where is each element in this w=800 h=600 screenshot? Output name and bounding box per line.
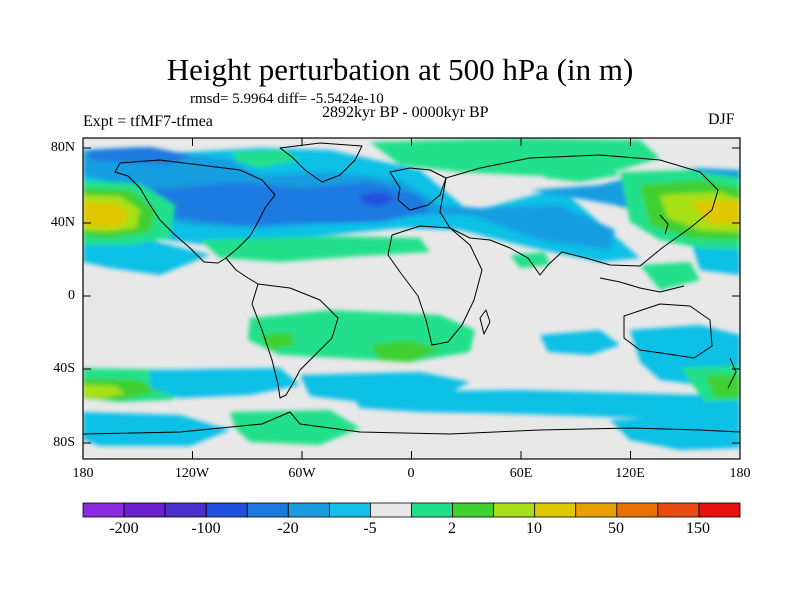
colorbar-box-15 [698,502,741,518]
field-subtropical-green [200,236,430,262]
colorbar-box-13 [616,502,659,518]
lat-label-40s: 40S [53,361,75,376]
colorbar-box-5 [287,502,330,518]
colorbar-box-9 [452,502,495,518]
stats-text: rmsd= 5.9964 diff= -5.5424e-10 [190,91,384,107]
field-greenland-green [230,150,300,168]
field-brazil-green-core [260,332,295,350]
lon-label-120e: 120E [615,466,645,481]
field-south-america-green-core [370,340,440,362]
coast-greenland [279,142,363,183]
lon-label-180w: 180 [72,466,94,481]
field-siberia-green [540,160,620,182]
colorbar-box-4 [246,502,289,518]
colorbar-label-minus100: -100 [191,520,221,537]
field-south-pacific-blue [150,368,300,398]
colorbar [82,502,741,518]
field-antarctic-blue-west [83,412,230,446]
colorbar-box-6 [328,502,371,518]
lon-label-120w: 120W [174,466,210,481]
colorbar-box-12 [575,502,618,518]
field-east-asia-yellow [690,200,740,225]
field-indian-ocean-blue [540,330,620,355]
coast-europe [389,167,447,211]
lat-label-80s: 80S [53,435,75,450]
colorbar-label-50: 50 [608,520,624,537]
field-nz-green-core [705,374,740,398]
coast-antarctica [83,411,740,435]
coast-new-zealand [727,357,737,389]
colorbar-box-0 [82,502,125,518]
lat-label-0: 0 [68,288,75,303]
colorbar-label-minus200: -200 [109,520,139,537]
colorbar-box-7 [370,502,412,518]
field-blue-core [360,192,395,206]
coast-madagascar [479,309,491,335]
colorbar-label-150: 150 [686,520,710,537]
coast-australia [623,303,713,359]
field-antarctic-blue-east [610,415,740,450]
field-nh-blue [150,182,430,226]
colorbar-box-10 [493,502,536,518]
map-field [83,138,740,459]
coast-central-america [225,257,259,285]
axis-ticks [82,138,741,459]
lat-label-40n: 40N [50,215,75,230]
colorbar-box-3 [205,502,248,518]
experiment-label: Expt = tfMF7-tfmea [83,113,213,130]
colorbar-label-2: 2 [448,520,456,537]
colorbar-label-minus20: -20 [277,520,299,537]
colorbar-label-minus5: -5 [363,520,377,537]
colorbar-label-10: 10 [526,520,542,537]
field-southern-ocean-blue [350,390,740,420]
colorbar-box-1 [123,502,166,518]
colorbar-box-11 [534,502,577,518]
plot-title: Height perturbation at 500 hPa (in m) [166,52,634,87]
lon-label-180e: 180 [729,466,751,481]
colorbar-box-8 [411,502,453,518]
lon-label-60e: 60E [509,466,533,481]
field-pacific-yellow [83,202,128,228]
coastlines [83,142,740,435]
lon-label-0: 0 [407,466,415,481]
period-label: 2892kyr BP - 0000kyr BP [322,104,489,121]
coast-africa [387,225,483,346]
colorbar-box-14 [657,502,700,518]
field-se-asia-green [640,262,700,290]
field-antarctic-green [230,410,360,445]
coast-south-america [251,283,339,399]
lat-label-80n: 80N [50,140,75,155]
coast-japan [659,214,669,235]
season-label: DJF [708,111,735,128]
lon-label-60w: 60W [288,466,316,481]
coast-indonesia [599,277,685,293]
colorbar-box-2 [164,502,207,518]
coast-asia [439,154,719,276]
field-sw-pacific-yellow-green [83,385,125,398]
